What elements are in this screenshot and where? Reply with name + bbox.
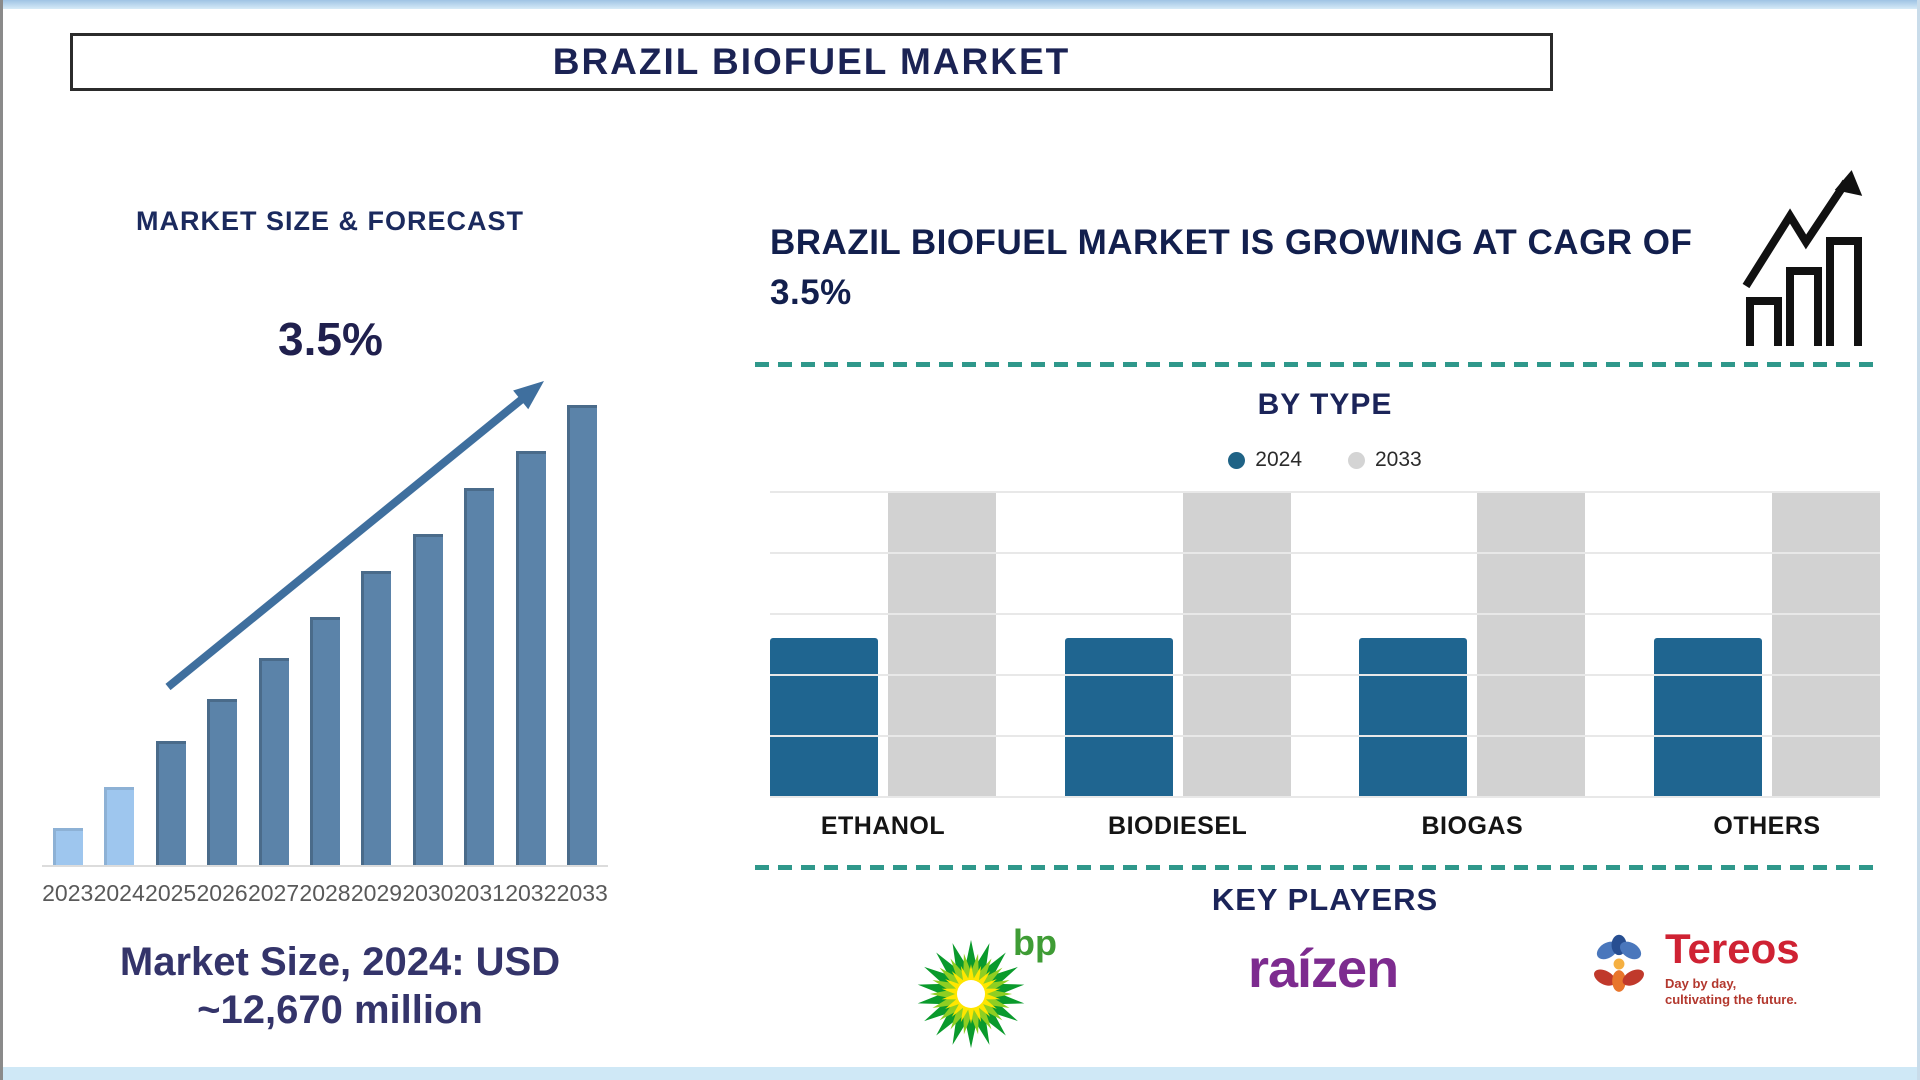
legend-label: 2024 [1255,448,1302,471]
forecast-bar-2026 [207,699,238,865]
forecast-bar-2025 [155,740,186,865]
forecast-year-axis: 2023 2024 2025 2026 2027 2028 2029 2030 2031 2032… [42,880,608,907]
forecast-bar-col [248,405,299,865]
by-type-group-biodiesel [1064,492,1291,797]
forecast-bar-col [93,405,144,865]
page-title: BRAZIL BIOFUEL MARKET [552,41,1071,82]
legend-item-2033: 2033 [1348,448,1422,472]
by-type-category-label: ETHANOL [820,812,946,840]
forecast-year-label: 2029 [350,880,403,906]
bar-2033-biodiesel [1182,492,1291,797]
by-type-category-label: OTHERS [1713,812,1821,840]
forecast-bar-2029 [361,570,392,865]
raizen-logo: raízen [1248,938,1399,1000]
right-frame-edge [1917,0,1920,1080]
forecast-bar-col [299,405,350,865]
bottom-frame-band [0,1067,1920,1080]
forecast-bar-col [351,405,402,865]
forecast-bar-chart [42,405,608,867]
by-type-group-biogas [1359,492,1586,797]
by-type-bar-chart [770,491,1880,798]
forecast-bar-col [557,405,608,865]
market-size-note-line1: Market Size, 2024: USD [119,940,561,984]
legend-item-2024: 2024 [1228,448,1302,472]
left-frame-edge [0,0,3,1080]
forecast-bar-col [402,405,453,865]
by-type-bar-groups [770,492,1880,797]
key-players-title: KEY PLAYERS [1211,882,1439,917]
market-size-note-line2: ~12,670 million [197,988,483,1032]
bp-helios-icon [917,939,1025,1049]
legend-dot-icon [1228,451,1246,469]
gridline [770,796,1880,798]
bp-wordmark: bp [1013,922,1057,963]
forecast-bar-2024 [104,786,135,865]
by-type-category-axis: ETHANOL BIODIESEL BIOGAS OTHERS [770,812,1880,841]
forecast-bar-col [454,405,505,865]
raizen-wordmark: raízen [1248,939,1399,999]
tereos-wordmark: Tereos [1665,925,1800,972]
forecast-bar-2033 [567,405,598,865]
tereos-tagline-line2: cultivating the future. [1665,992,1798,1008]
forecast-bar-2030 [412,533,443,865]
forecast-bar-2028 [309,616,340,865]
market-size-section-title: MARKET SIZE & FORECAST [135,206,524,236]
by-type-category-label: BIOGAS [1421,812,1524,840]
forecast-bar-col [196,405,247,865]
forecast-bar-col [145,405,196,865]
bar-2033-ethanol [888,492,996,797]
tereos-tagline-line1: Day by day, [1665,976,1737,991]
gridline [770,613,1880,615]
trend-arrow-icon [165,381,544,691]
forecast-year-label: 2033 [556,880,608,906]
bar-2033-biogas [1477,492,1586,797]
gridline [770,491,1880,493]
tereos-flower-icon [1594,934,1644,992]
forecast-year-label: 2024 [93,880,145,906]
forecast-year-label: 2026 [196,880,248,906]
by-type-group-ethanol [770,492,996,797]
bar-2024-biodiesel [1064,638,1173,797]
forecast-year-label: 2031 [453,880,505,906]
forecast-bar-2027 [258,658,289,865]
by-type-group-others [1653,492,1880,797]
bar-2024-biogas [1359,638,1468,797]
top-frame-band [0,0,1920,9]
growth-headline: BRAZIL BIOFUEL MARKET IS GROWING AT CAGR… [770,223,1693,312]
forecast-year-label: 2027 [247,880,300,906]
gridline [770,735,1880,737]
tereos-tagline: Day by day, cultivating the future. [1665,976,1800,1009]
dashed-divider-top [755,362,1880,367]
legend-label: 2033 [1375,448,1422,471]
bar-2024-others [1653,638,1762,797]
legend-dot-icon [1348,451,1365,469]
bar-2033-others [1771,492,1880,797]
forecast-bar-2031 [464,487,495,865]
forecast-bar-2032 [515,451,546,865]
forecast-year-label: 2030 [402,880,454,906]
growth-chart-icon [1742,170,1863,346]
by-type-title: BY TYPE [1257,388,1393,421]
forecast-year-label: 2025 [145,880,197,906]
forecast-bar-2023 [52,828,83,865]
bp-logo: bp [915,922,1085,1067]
gridline [770,552,1880,554]
gridline [770,674,1880,676]
forecast-year-label: 2028 [299,880,351,906]
market-size-note: Market Size, 2024: USD ~12,670 million [20,938,660,1034]
dashed-divider-bottom [755,865,1880,870]
forecast-bar-col [505,405,556,865]
bar-2024-ethanol [770,638,878,797]
by-type-legend: 2024 2033 [770,448,1880,472]
forecast-bar-col [42,405,93,865]
forecast-year-label: 2032 [505,880,557,906]
forecast-year-label: 2023 [42,880,94,906]
cagr-value-label: 3.5% [278,313,383,365]
title-banner: BRAZIL BIOFUEL MARKET [70,33,1553,91]
tereos-logo: Tereos Day by day, cultivating the futur… [1585,928,1800,1009]
by-type-category-label: BIODIESEL [1108,812,1248,840]
